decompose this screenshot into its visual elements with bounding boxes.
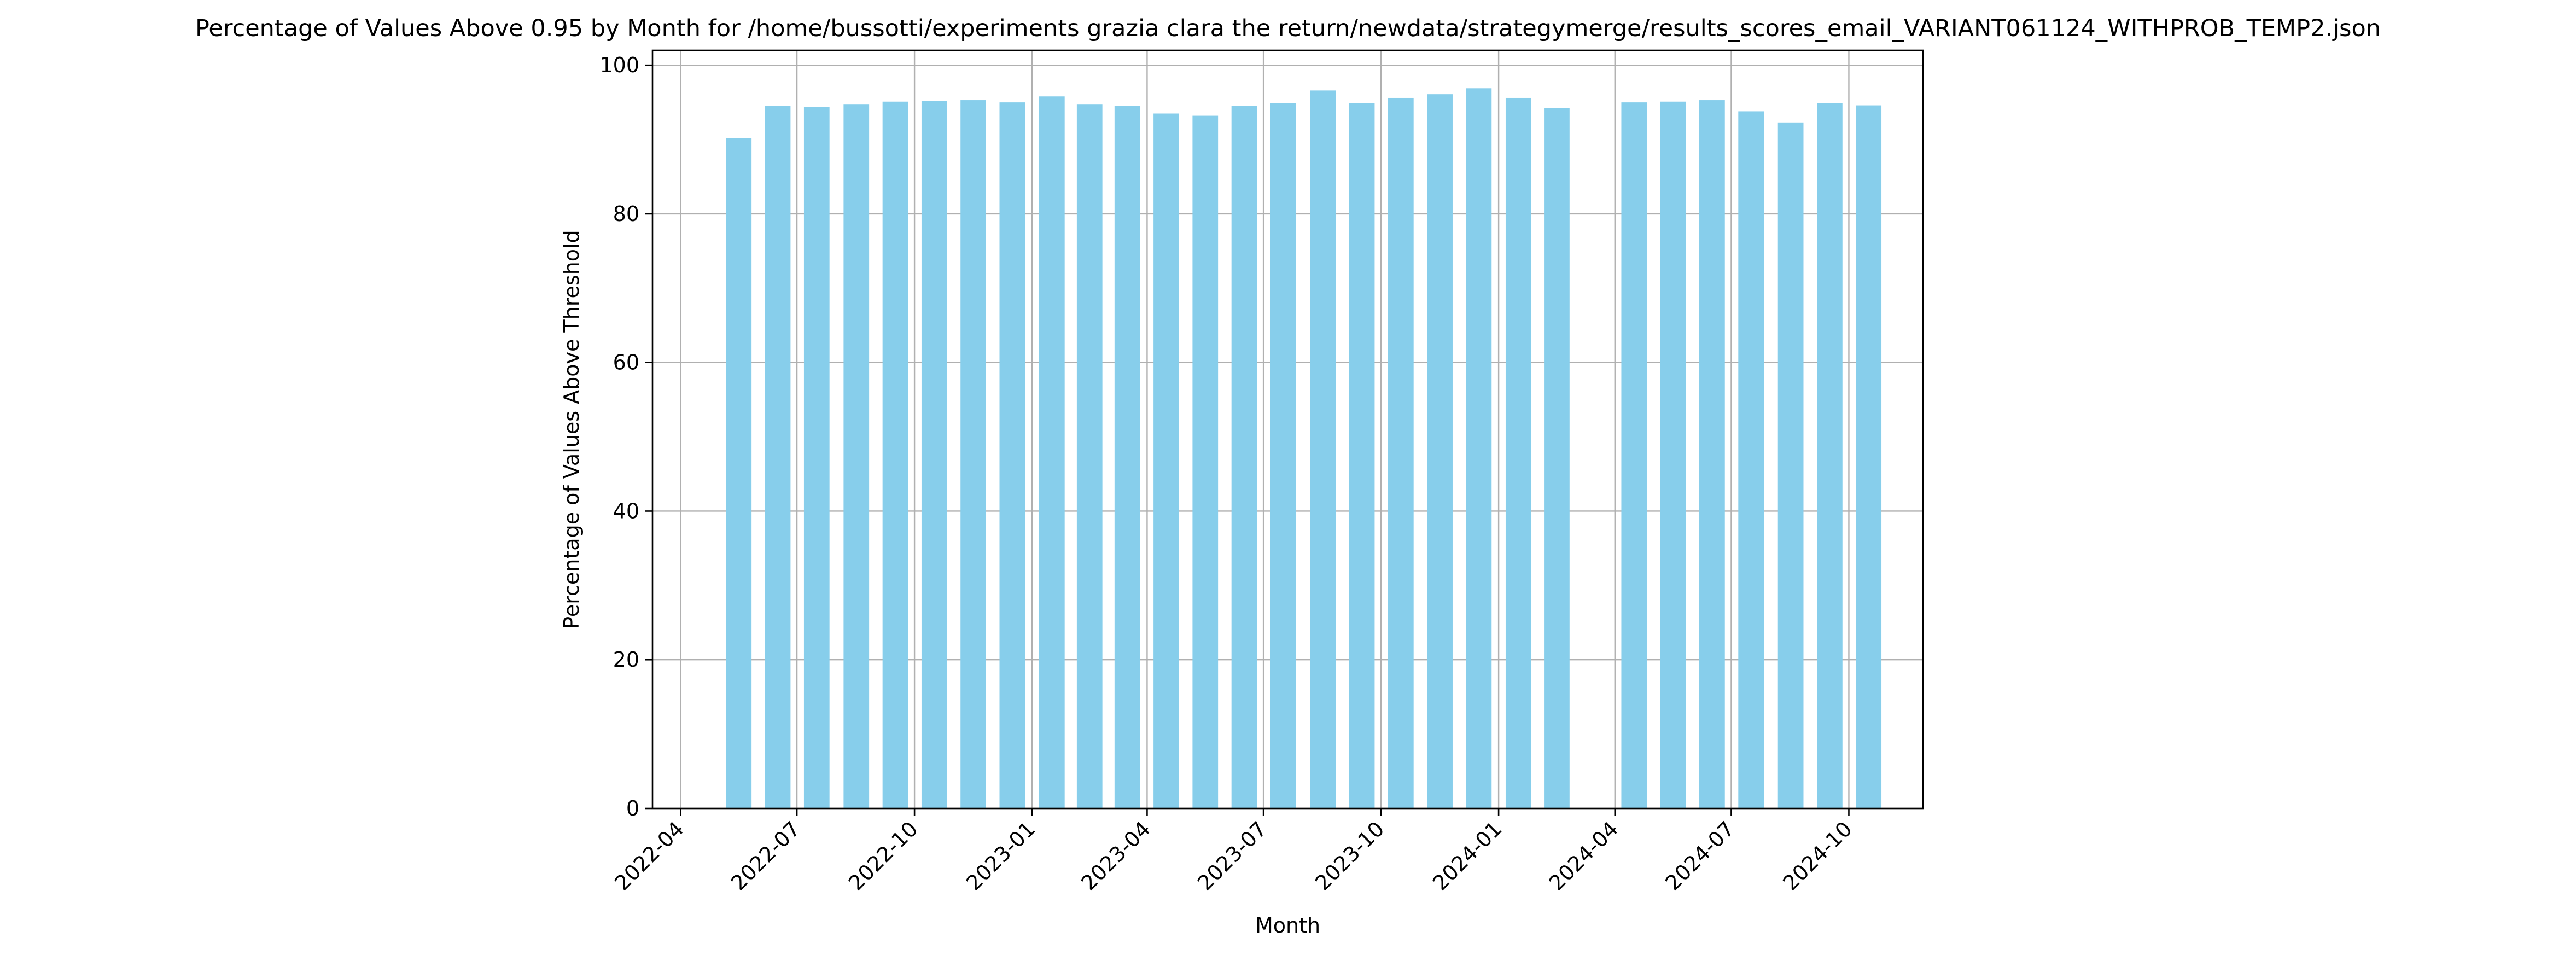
bar-2023-12 [1466, 88, 1492, 808]
x-tick-label: 2024-07 [1660, 817, 1739, 895]
y-tick-label: 20 [613, 648, 639, 672]
bar-2024-04 [1621, 102, 1647, 808]
bar-2024-08 [1777, 122, 1804, 808]
bar-2024-01 [1505, 97, 1531, 808]
y-tick-label: 0 [626, 796, 639, 820]
bar-2023-10 [1388, 97, 1414, 808]
bar-2023-11 [1427, 94, 1453, 808]
x-tick-label: 2024-10 [1778, 817, 1856, 895]
x-axis-label: Month [1255, 913, 1320, 937]
x-tick-label: 2023-04 [1076, 817, 1155, 895]
y-tick-label: 40 [613, 499, 639, 523]
bar-2023-08 [1310, 90, 1336, 808]
bar-2023-06 [1231, 106, 1257, 809]
x-tick-label: 2022-04 [610, 817, 688, 895]
bar-2024-05 [1660, 101, 1686, 809]
y-tick-label: 100 [599, 53, 639, 77]
bar-2023-07 [1270, 103, 1296, 809]
bar-2023-03 [1114, 106, 1140, 809]
y-axis-label: Percentage of Values Above Threshold [560, 230, 584, 628]
chart-title: Percentage of Values Above 0.95 by Month… [195, 15, 2381, 42]
bar-2024-10 [1856, 105, 1882, 808]
bar-2022-11 [960, 100, 986, 809]
bar-2023-05 [1192, 115, 1219, 809]
x-tick-label: 2023-07 [1193, 817, 1271, 895]
bar-2023-01 [1039, 96, 1065, 808]
x-tick-label: 2024-04 [1545, 817, 1623, 895]
bar-2024-06 [1699, 100, 1725, 809]
bar-2024-09 [1817, 103, 1843, 809]
bar-2022-08 [843, 104, 870, 809]
x-tick-label: 2024-01 [1428, 817, 1506, 895]
bar-2022-06 [765, 106, 791, 809]
bar-2023-09 [1349, 103, 1375, 809]
x-tick-label: 2023-01 [961, 817, 1040, 895]
bar-2023-04 [1153, 113, 1179, 808]
bar-2022-05 [726, 138, 752, 808]
bar-2023-02 [1076, 104, 1103, 809]
x-tick-label: 2022-07 [726, 817, 805, 895]
bar-2022-09 [882, 101, 908, 809]
plot-frame [651, 49, 1924, 810]
bar-2022-07 [803, 107, 830, 808]
x-tick-label: 2023-10 [1310, 817, 1389, 895]
y-tick-label: 60 [613, 351, 639, 375]
bar-2024-02 [1544, 108, 1570, 808]
bars-layer [726, 88, 1882, 809]
bar-2022-12 [999, 102, 1025, 808]
x-tick-label: 2022-10 [844, 817, 922, 895]
bar-2024-07 [1738, 111, 1764, 808]
bar-2022-10 [921, 101, 947, 808]
y-tick-label: 80 [613, 202, 639, 226]
